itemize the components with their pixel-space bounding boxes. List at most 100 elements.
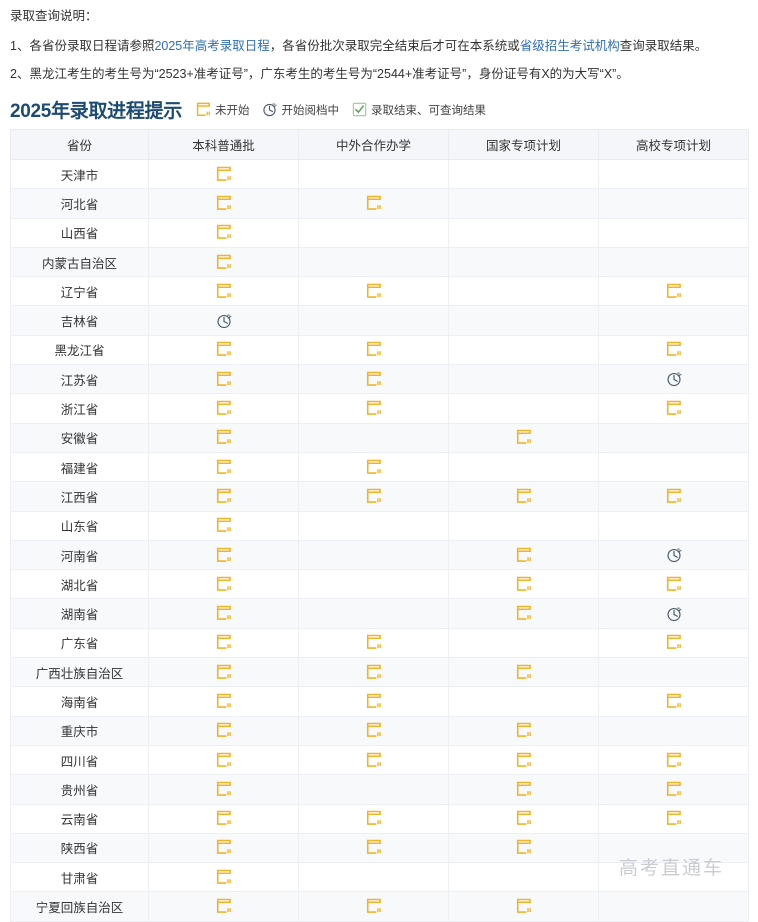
not-started-icon[interactable] [216, 722, 232, 739]
status-cell-university-plan[interactable] [598, 334, 749, 366]
not-started-icon[interactable] [216, 254, 232, 271]
link-provincial-exam-authority[interactable]: 省级招生考试机构 [519, 39, 620, 53]
status-cell-undergrad-batch[interactable] [148, 246, 299, 278]
not-started-icon[interactable] [666, 488, 682, 505]
clock-in-progress-icon[interactable] [216, 313, 232, 329]
not-started-icon[interactable] [216, 224, 232, 241]
not-started-icon[interactable] [216, 664, 232, 681]
status-cell-national-plan[interactable] [448, 481, 599, 512]
status-cell-university-plan[interactable] [598, 393, 749, 424]
clock-in-progress-icon[interactable] [666, 371, 682, 387]
status-cell-university-plan[interactable] [598, 364, 749, 395]
not-started-icon[interactable] [366, 664, 382, 681]
clock-in-progress-icon[interactable] [666, 606, 682, 622]
not-started-icon[interactable] [516, 752, 532, 769]
status-cell-national-plan[interactable] [448, 598, 599, 629]
not-started-icon[interactable] [366, 898, 382, 915]
status-cell-joint-program[interactable] [298, 657, 449, 688]
status-cell-undergrad-batch[interactable] [148, 481, 299, 512]
status-cell-national-plan[interactable] [448, 744, 599, 776]
not-started-icon[interactable] [216, 195, 232, 212]
not-started-icon[interactable] [516, 810, 532, 827]
status-cell-undergrad-batch[interactable] [148, 158, 299, 190]
not-started-icon[interactable] [516, 488, 532, 505]
status-cell-national-plan[interactable] [448, 422, 599, 453]
status-cell-joint-program[interactable] [298, 393, 449, 424]
clock-in-progress-icon[interactable] [666, 547, 682, 563]
status-cell-university-plan[interactable] [598, 686, 749, 717]
not-started-icon[interactable] [366, 693, 382, 710]
not-started-icon[interactable] [366, 195, 382, 212]
not-started-icon[interactable] [216, 839, 232, 856]
not-started-icon[interactable] [666, 752, 682, 769]
status-cell-joint-program[interactable] [298, 481, 449, 512]
status-cell-joint-program[interactable] [298, 803, 449, 834]
status-cell-university-plan[interactable] [598, 481, 749, 512]
status-cell-undergrad-batch[interactable] [148, 627, 299, 659]
not-started-icon[interactable] [216, 547, 232, 564]
not-started-icon[interactable] [366, 839, 382, 856]
not-started-icon[interactable] [366, 634, 382, 651]
status-cell-undergrad-batch[interactable] [148, 305, 299, 336]
status-cell-national-plan[interactable] [448, 715, 599, 746]
status-cell-national-plan[interactable] [448, 774, 599, 805]
not-started-icon[interactable] [216, 283, 232, 300]
not-started-icon[interactable] [216, 488, 232, 505]
not-started-icon[interactable] [216, 752, 232, 769]
status-cell-university-plan[interactable] [598, 276, 749, 307]
not-started-icon[interactable] [216, 693, 232, 710]
status-cell-undergrad-batch[interactable] [148, 276, 299, 307]
not-started-icon[interactable] [366, 400, 382, 417]
status-cell-university-plan[interactable] [598, 744, 749, 776]
not-started-icon[interactable] [216, 576, 232, 593]
status-cell-undergrad-batch[interactable] [148, 803, 299, 834]
not-started-icon[interactable] [666, 781, 682, 798]
not-started-icon[interactable] [216, 341, 232, 358]
not-started-icon[interactable] [516, 605, 532, 622]
status-cell-university-plan[interactable] [598, 774, 749, 805]
status-cell-national-plan[interactable] [448, 803, 599, 834]
not-started-icon[interactable] [216, 810, 232, 827]
not-started-icon[interactable] [216, 400, 232, 417]
status-cell-undergrad-batch[interactable] [148, 862, 299, 893]
not-started-icon[interactable] [666, 810, 682, 827]
status-cell-undergrad-batch[interactable] [148, 364, 299, 395]
not-started-icon[interactable] [216, 371, 232, 388]
status-cell-joint-program[interactable] [298, 715, 449, 746]
status-cell-national-plan[interactable] [448, 657, 599, 688]
status-cell-joint-program[interactable] [298, 686, 449, 717]
not-started-icon[interactable] [366, 722, 382, 739]
not-started-icon[interactable] [216, 869, 232, 886]
status-cell-undergrad-batch[interactable] [148, 188, 299, 219]
not-started-icon[interactable] [516, 781, 532, 798]
not-started-icon[interactable] [216, 781, 232, 798]
not-started-icon[interactable] [366, 752, 382, 769]
not-started-icon[interactable] [216, 429, 232, 446]
not-started-icon[interactable] [366, 283, 382, 300]
status-cell-undergrad-batch[interactable] [148, 510, 299, 541]
status-cell-undergrad-batch[interactable] [148, 744, 299, 776]
status-cell-undergrad-batch[interactable] [148, 715, 299, 746]
not-started-icon[interactable] [666, 400, 682, 417]
not-started-icon[interactable] [516, 722, 532, 739]
not-started-icon[interactable] [366, 459, 382, 476]
status-cell-joint-program[interactable] [298, 891, 449, 922]
not-started-icon[interactable] [216, 517, 232, 534]
status-cell-undergrad-batch[interactable] [148, 891, 299, 922]
status-cell-undergrad-batch[interactable] [148, 451, 299, 483]
not-started-icon[interactable] [516, 839, 532, 856]
not-started-icon[interactable] [516, 576, 532, 593]
not-started-icon[interactable] [366, 341, 382, 358]
status-cell-undergrad-batch[interactable] [148, 334, 299, 366]
status-cell-university-plan[interactable] [598, 598, 749, 629]
not-started-icon[interactable] [366, 371, 382, 388]
status-cell-joint-program[interactable] [298, 276, 449, 307]
status-cell-joint-program[interactable] [298, 334, 449, 366]
status-cell-undergrad-batch[interactable] [148, 393, 299, 424]
status-cell-national-plan[interactable] [448, 569, 599, 600]
not-started-icon[interactable] [666, 693, 682, 710]
status-cell-joint-program[interactable] [298, 832, 449, 864]
status-cell-undergrad-batch[interactable] [148, 598, 299, 629]
status-cell-university-plan[interactable] [598, 803, 749, 834]
not-started-icon[interactable] [216, 898, 232, 915]
